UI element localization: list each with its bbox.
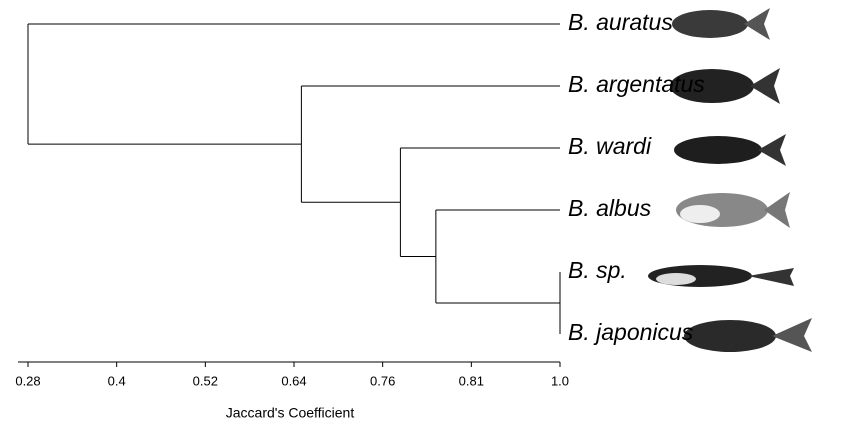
x-tick-label: 0.4 — [108, 373, 126, 388]
fish — [684, 318, 812, 352]
leaf-label: B. sp. — [568, 257, 627, 283]
x-tick-label: 0.76 — [370, 373, 395, 388]
axis-title: Jaccard's Coefficient — [226, 405, 355, 421]
x-tick-label: 0.52 — [193, 373, 218, 388]
leaf-label: B. japonicus — [568, 319, 694, 345]
fish — [670, 68, 780, 104]
fish — [674, 134, 786, 166]
fish — [672, 8, 770, 40]
x-tick-label: 1.0 — [551, 373, 569, 388]
x-tick-label: 0.28 — [15, 373, 40, 388]
x-tick-label: 0.81 — [459, 373, 484, 388]
fish-images — [648, 8, 812, 352]
x-tick-label: 0.64 — [281, 373, 306, 388]
leaf-label: B. albus — [568, 195, 652, 221]
leaf-label: B. argentatus — [568, 71, 705, 97]
leaf-label: B. wardi — [568, 133, 652, 159]
fish — [676, 192, 790, 228]
fish — [648, 265, 794, 287]
leaf-label: B. auratus — [568, 9, 673, 35]
